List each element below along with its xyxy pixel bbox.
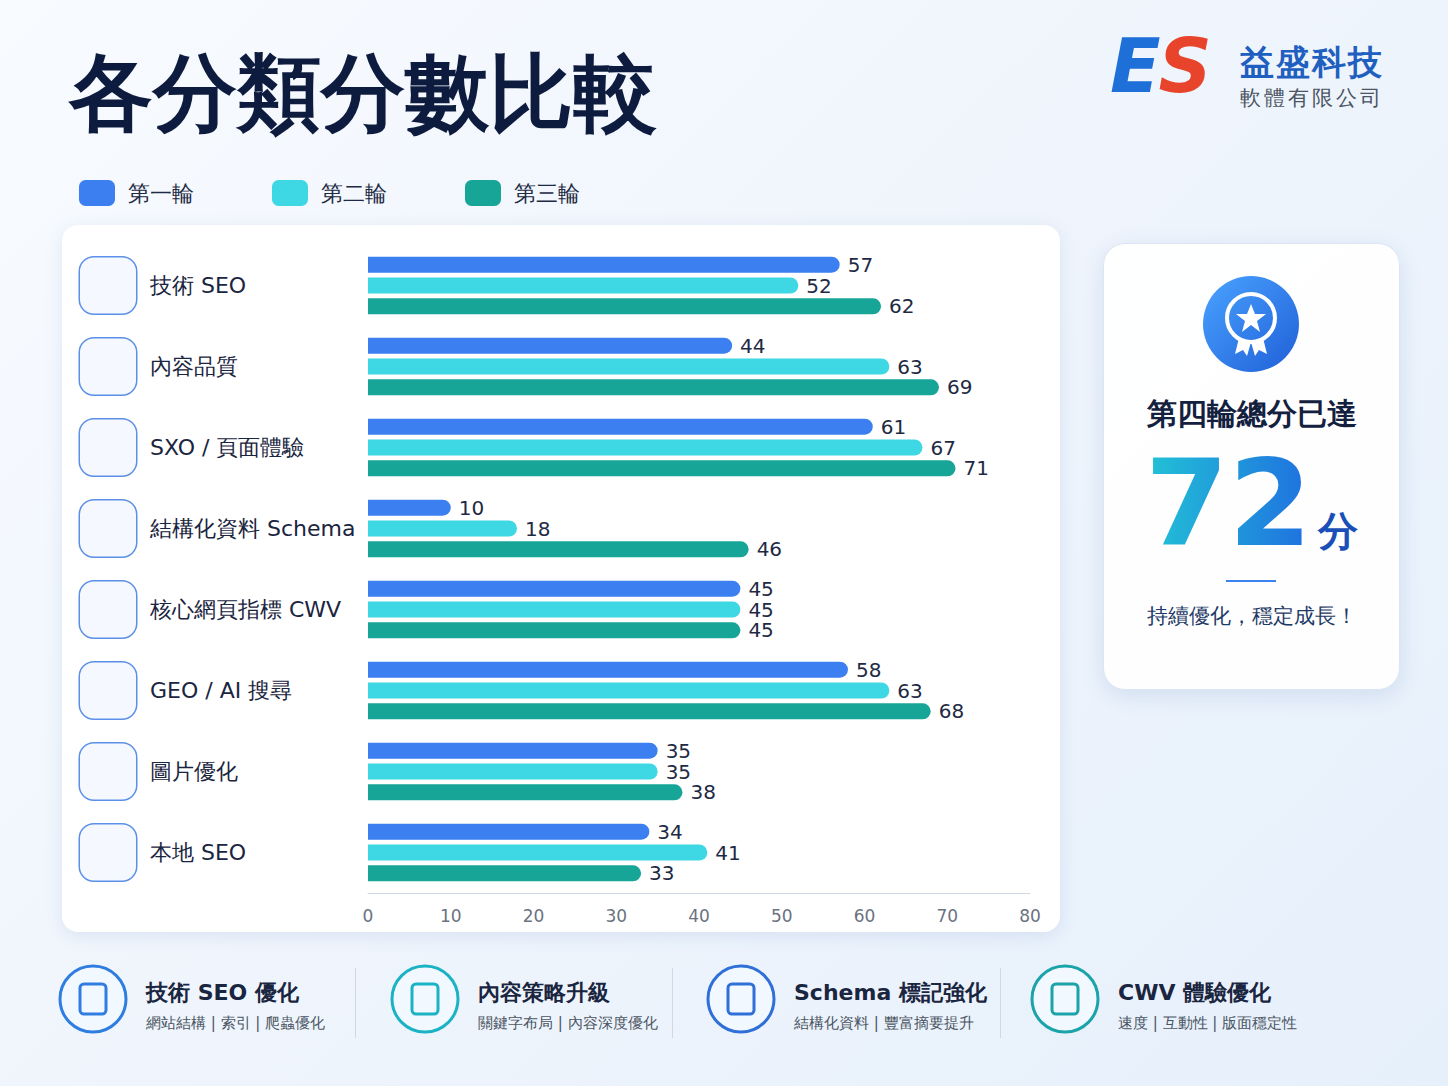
svg-text:46: 46 xyxy=(757,537,782,561)
svg-text:58: 58 xyxy=(856,658,881,682)
svg-text:35: 35 xyxy=(666,760,691,784)
html-text:關鍵字布局 | 內容深度優化: 關鍵字布局 | 內容深度優化 xyxy=(478,1014,658,1032)
html-text:網站結構 | 索引 | 爬蟲優化: 網站結構 | 索引 | 爬蟲優化 xyxy=(146,1014,326,1032)
svg-text:內容品質: 內容品質 xyxy=(150,354,238,379)
svg-text:20: 20 xyxy=(523,906,545,926)
svg-text:33: 33 xyxy=(649,861,674,885)
html-text:內容策略升級: 內容策略升級 xyxy=(478,980,610,1005)
svg-text:45: 45 xyxy=(748,618,773,642)
svg-text:63: 63 xyxy=(897,355,922,379)
svg-text:34: 34 xyxy=(657,820,682,844)
html-text:CWV 體驗優化: CWV 體驗優化 xyxy=(1118,980,1272,1005)
svg-text:各分類分數比較: 各分類分數比較 xyxy=(68,44,657,142)
html-text:第四輪總分已達: 第四輪總分已達 xyxy=(1146,396,1357,431)
html-text:分: 分 xyxy=(1318,508,1358,554)
svg-text:18: 18 xyxy=(525,517,550,541)
html-text:速度 | 互動性 | 版面穩定性: 速度 | 互動性 | 版面穩定性 xyxy=(1118,1014,1298,1032)
svg-text:50: 50 xyxy=(771,906,793,926)
html-text:技術 SEO 優化: 技術 SEO 優化 xyxy=(146,980,299,1005)
svg-text:57: 57 xyxy=(848,253,873,277)
html-text:E S: E S xyxy=(1110,23,1210,109)
svg-text:44: 44 xyxy=(740,334,765,358)
svg-text:技術 SEO: 技術 SEO xyxy=(149,273,246,298)
svg-text:38: 38 xyxy=(690,780,715,804)
svg-text:結構化資料 Schema: 結構化資料 Schema xyxy=(149,516,355,541)
svg-text:圖片優化: 圖片優化 xyxy=(150,759,238,784)
svg-text:45: 45 xyxy=(748,576,774,601)
html-text:結構化資料 | 豐富摘要提升: 結構化資料 | 豐富摘要提升 xyxy=(794,1014,974,1032)
svg-text:0: 0 xyxy=(363,906,374,926)
svg-text:30: 30 xyxy=(605,906,627,926)
html-text:Schema 標記強化: Schema 標記強化 xyxy=(794,980,987,1005)
svg-text:61: 61 xyxy=(881,415,906,439)
svg-text:52: 52 xyxy=(806,274,831,298)
html-text:72: 72 xyxy=(1145,434,1312,573)
html-text:持續優化，穩定成長！: 持續優化，穩定成長！ xyxy=(1146,604,1357,628)
svg-text:10: 10 xyxy=(440,906,462,926)
html-text:益盛科技: 益盛科技 xyxy=(1240,42,1384,82)
svg-text:第一輪: 第一輪 xyxy=(128,181,194,206)
svg-text:69: 69 xyxy=(947,375,972,399)
svg-text:41: 41 xyxy=(715,841,740,865)
svg-text:80: 80 xyxy=(1019,906,1041,926)
svg-text:62: 62 xyxy=(889,294,914,318)
svg-text:10: 10 xyxy=(459,496,484,520)
svg-text:核心網頁指標 CWV: 核心網頁指標 CWV xyxy=(149,597,341,622)
svg-text:60: 60 xyxy=(854,906,876,926)
svg-text:68: 68 xyxy=(939,699,964,723)
svg-text:第二輪: 第二輪 xyxy=(321,181,387,206)
svg-text:63: 63 xyxy=(897,679,922,703)
svg-text:第三輪: 第三輪 xyxy=(514,181,580,206)
svg-text:67: 67 xyxy=(930,436,955,460)
svg-text:40: 40 xyxy=(688,906,710,926)
svg-text:71: 71 xyxy=(964,456,989,480)
svg-text:70: 70 xyxy=(936,906,958,926)
html-text:軟體有限公司: 軟體有限公司 xyxy=(1240,86,1384,110)
svg-text:45: 45 xyxy=(748,597,774,622)
svg-text:GEO / AI 搜尋: GEO / AI 搜尋 xyxy=(150,678,292,703)
svg-text:35: 35 xyxy=(665,738,692,763)
svg-text:SXO / 頁面體驗: SXO / 頁面體驗 xyxy=(150,435,304,460)
svg-text:本地 SEO: 本地 SEO xyxy=(150,840,246,865)
